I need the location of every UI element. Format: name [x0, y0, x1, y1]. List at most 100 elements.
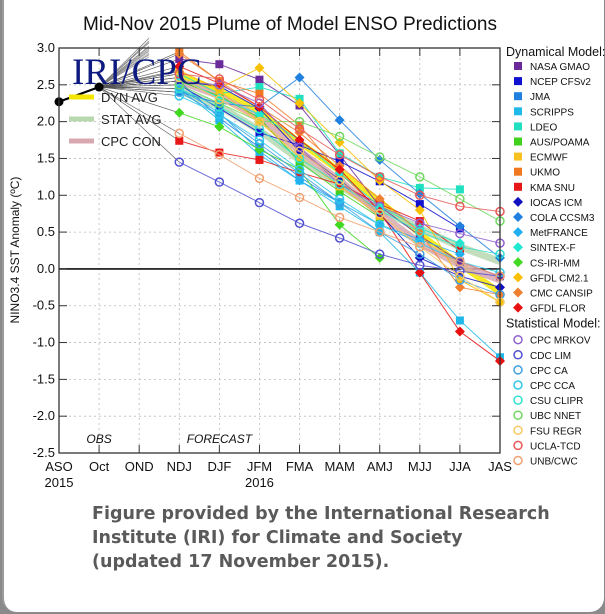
y-tick-label: 0.5	[37, 224, 55, 239]
x-tick-label: JJA	[449, 459, 471, 474]
legend-item-label: UKMO	[530, 168, 560, 179]
legend-item-label: IOCAS ICM	[530, 198, 582, 209]
square-marker	[514, 168, 522, 176]
legend-item-label: ECMWF	[530, 153, 568, 164]
legend-item-label: SCRIPPS	[530, 107, 574, 118]
x-tick-label: OND	[125, 459, 154, 474]
legend-header-dynamical: Dynamical Model:	[506, 45, 605, 59]
circle-marker	[514, 441, 522, 449]
legend-item-label: JMA	[530, 92, 550, 103]
legend-item-label: NCEP CFSv2	[530, 77, 591, 88]
legend-item-label: LDEO	[530, 122, 557, 133]
diamond-marker	[513, 242, 523, 252]
square-marker	[514, 107, 522, 115]
axes: 3.0 2.5 2.0 1.5 1.0 0.5 0.0 -0.5 -1.0 -1.5 -2.0 -2.…	[33, 40, 513, 490]
circle-marker	[514, 351, 522, 359]
diamond-marker	[513, 212, 523, 222]
y-tick-label: -1.0	[33, 335, 55, 350]
legend-item-label: UBC NNET	[530, 411, 581, 422]
legend-item-label: SINTEX-F	[530, 243, 576, 254]
y-tick-label: 1.0	[37, 187, 55, 202]
y-tick-label: -1.5	[33, 371, 55, 386]
y-tick-label: 3.0	[37, 40, 55, 55]
circle-marker	[514, 366, 522, 374]
circle-marker	[514, 336, 522, 344]
x-tick-label: MJJ	[408, 459, 432, 474]
y-tick-label: 1.5	[37, 150, 55, 165]
legend-item-label: CPC CA	[530, 366, 568, 377]
caption-line: Institute (IRI) for Climate and Society	[92, 526, 572, 550]
square-marker	[514, 183, 522, 191]
square-marker	[514, 92, 522, 100]
legend-header-statistical: Statistical Model:	[506, 317, 600, 331]
y-tick-label: 2.0	[37, 114, 55, 129]
y-tick-label: 0.0	[37, 261, 55, 276]
caption-line: (updated 17 November 2015).	[92, 550, 572, 574]
caption-line: Figure provided by the International Res…	[92, 502, 572, 526]
circle-marker	[514, 426, 522, 434]
legend-item-label: CPC MRKOV	[530, 336, 591, 347]
chart-title: Mid-Nov 2015 Plume of Model ENSO Predict…	[83, 14, 497, 35]
square-marker	[514, 122, 522, 130]
square-marker	[514, 153, 522, 161]
diamond-marker	[513, 272, 523, 282]
iri-cpc-logo: IRI/CPC	[72, 52, 202, 93]
y-tick-label: 2.5	[37, 77, 55, 92]
legend-item-label: UCLA-TCD	[530, 441, 581, 452]
square-marker	[514, 77, 522, 85]
model-legend: Dynamical Model: NASA GMAO NCEP CFSv2 JMA SC…	[506, 45, 605, 468]
figure-card: Mid-Nov 2015 Plume of Model ENSO Predict…	[2, 0, 604, 612]
legend-item-label: CSU CLIPR	[530, 396, 583, 407]
x-tick-label: JAS	[488, 459, 512, 474]
square-marker	[456, 316, 464, 324]
legend-item-label: CDC LIM	[530, 351, 571, 362]
circle-marker	[514, 381, 522, 389]
y-tick-label: -2.5	[33, 445, 55, 460]
square-marker	[514, 138, 522, 146]
diamond-marker	[513, 227, 523, 237]
y-tick-label: -2.0	[33, 408, 55, 423]
diamond-marker	[455, 327, 465, 337]
legend-item-label: NASA GMAO	[530, 62, 590, 73]
x-tick-label: Oct	[89, 459, 110, 474]
x-tick-label: FMA	[286, 459, 314, 474]
enso-plume-chart: Mid-Nov 2015 Plume of Model ENSO Predict…	[4, 0, 605, 500]
diamond-marker	[513, 303, 523, 313]
legend-item-label: GFDL FLOR	[530, 304, 586, 315]
x-tick-label: DJF	[207, 459, 231, 474]
region-label: OBS	[86, 432, 111, 446]
square-marker	[255, 156, 263, 164]
diamond-marker	[513, 197, 523, 207]
diamond-marker	[513, 288, 523, 298]
x-tick-label: JFM	[247, 459, 272, 474]
legend-item-label: CS-IRI-MM	[530, 258, 580, 269]
year-label: 2016	[245, 475, 274, 490]
legend-item-label: CPC CCA	[530, 381, 575, 392]
y-tick-label: -0.5	[33, 298, 55, 313]
x-tick-label: ASO	[45, 459, 72, 474]
inset-legend-label: CPC CON	[101, 134, 161, 149]
x-tick-label: AMJ	[367, 459, 393, 474]
circle-marker	[514, 457, 522, 465]
legend-item-label: MetFRANCE	[530, 228, 588, 239]
legend-item-label: GFDL CM2.1	[530, 273, 589, 284]
square-marker	[255, 76, 263, 84]
x-tick-label: NDJ	[167, 459, 192, 474]
square-marker	[514, 62, 522, 70]
year-label: 2015	[45, 475, 74, 490]
inset-legend: DYN AVG STAT AVG CPC CON	[69, 90, 161, 149]
circle-marker	[514, 396, 522, 404]
legend-item-label: UNB/CWC	[530, 457, 578, 468]
inset-legend-label: STAT AVG	[101, 112, 161, 127]
region-label: FORECAST	[187, 432, 254, 446]
legend-item-label: KMA SNU	[530, 183, 575, 194]
diamond-marker	[174, 108, 184, 118]
circle-marker	[514, 411, 522, 419]
inset-legend-label: DYN AVG	[101, 90, 158, 105]
square-marker	[456, 185, 464, 193]
diamond-marker	[513, 257, 523, 267]
y-axis-label: NINO3.4 SST Anomaly (ºC)	[8, 177, 22, 324]
legend-item-label: CMC CANSIP	[530, 289, 593, 300]
x-tick-label: MAM	[324, 459, 354, 474]
legend-item-label: FSU REGR	[530, 426, 582, 437]
